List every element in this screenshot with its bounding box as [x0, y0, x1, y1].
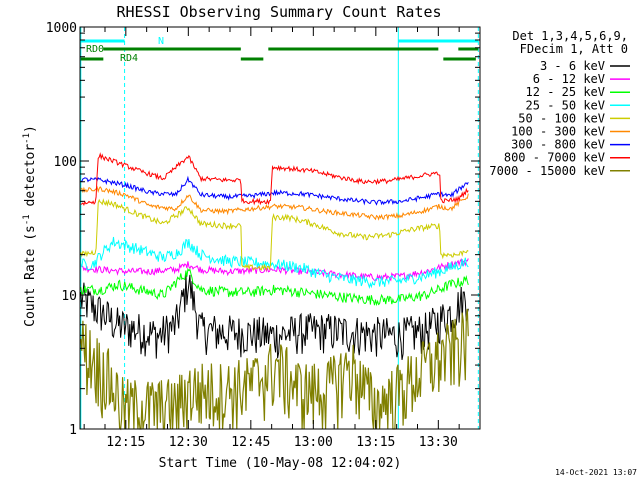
legend-header: Det 1,3,4,5,6,9, FDecim 1, Att 0	[512, 29, 628, 56]
series-line	[80, 185, 469, 221]
y-tick-label: 1	[69, 423, 77, 438]
legend-label: 100 - 300 keV	[511, 125, 605, 139]
legend-header-line-2: FDecim 1, Att 0	[520, 42, 628, 56]
x-tick-label: 13:00	[294, 435, 333, 450]
flag-label-n: N	[158, 36, 164, 47]
flag-label-rd4: RD4	[120, 53, 138, 64]
series-line	[80, 236, 469, 290]
y-tick-label: 10	[61, 289, 77, 304]
x-tick-label: 12:30	[169, 435, 208, 450]
x-tick-label: 13:15	[356, 435, 395, 450]
y-tick-label: 100	[54, 155, 77, 170]
series-line	[80, 308, 469, 431]
legend-label: 50 - 100 keV	[518, 111, 605, 125]
series-line	[80, 175, 469, 206]
legend-label: 300 - 800 keV	[511, 138, 605, 152]
legend-header-line-1: Det 1,3,4,5,6,9,	[512, 29, 628, 43]
x-tick-label: 12:45	[231, 435, 270, 450]
x-tick-label: 13:30	[419, 435, 458, 450]
y-axis-label: Count Rate (s-1 detector-1)	[22, 125, 38, 327]
legend-label: 6 - 12 keV	[533, 72, 605, 86]
series-line	[80, 152, 469, 207]
y-axis-title: Count Rate (s-1 detector-1)	[22, 125, 38, 327]
legend-label: 25 - 50 keV	[526, 98, 605, 112]
axis-ticks: 1 10 100 1000 12:15 12:30 12:45 13:00 13:15 13:30	[46, 21, 481, 450]
y-tick-label: 1000	[46, 21, 77, 36]
x-axis-title: Start Time (10-May-08 12:04:02)	[159, 456, 402, 471]
plot-frame	[79, 26, 481, 430]
y-axis-title-part-2: detector	[23, 144, 38, 215]
footer-timestamp: 14-Oct-2021 13:07	[555, 468, 637, 477]
legend-label: 800 - 7000 keV	[504, 151, 605, 165]
y-axis-title-part-3: )	[23, 125, 38, 133]
series-line	[80, 198, 469, 272]
series-line	[80, 273, 469, 360]
series-line	[80, 267, 469, 307]
y-axis-title-part-1: Count Rate (s	[23, 225, 38, 327]
legend-label: 3 - 6 keV	[540, 59, 605, 73]
legend-label: 12 - 25 keV	[526, 85, 605, 99]
x-tick-label: 12:15	[106, 435, 145, 450]
y-axis-title-superscript-2: -1	[22, 133, 32, 144]
legend-label: 7000 - 15000 keV	[489, 164, 605, 178]
y-axis-title-superscript-1: -1	[22, 214, 32, 225]
flag-label-rd0: RD0	[86, 44, 104, 55]
plot-area: N RD0 RD4	[80, 27, 479, 431]
chart-title: RHESSI Observing Summary Count Rates	[116, 3, 441, 21]
